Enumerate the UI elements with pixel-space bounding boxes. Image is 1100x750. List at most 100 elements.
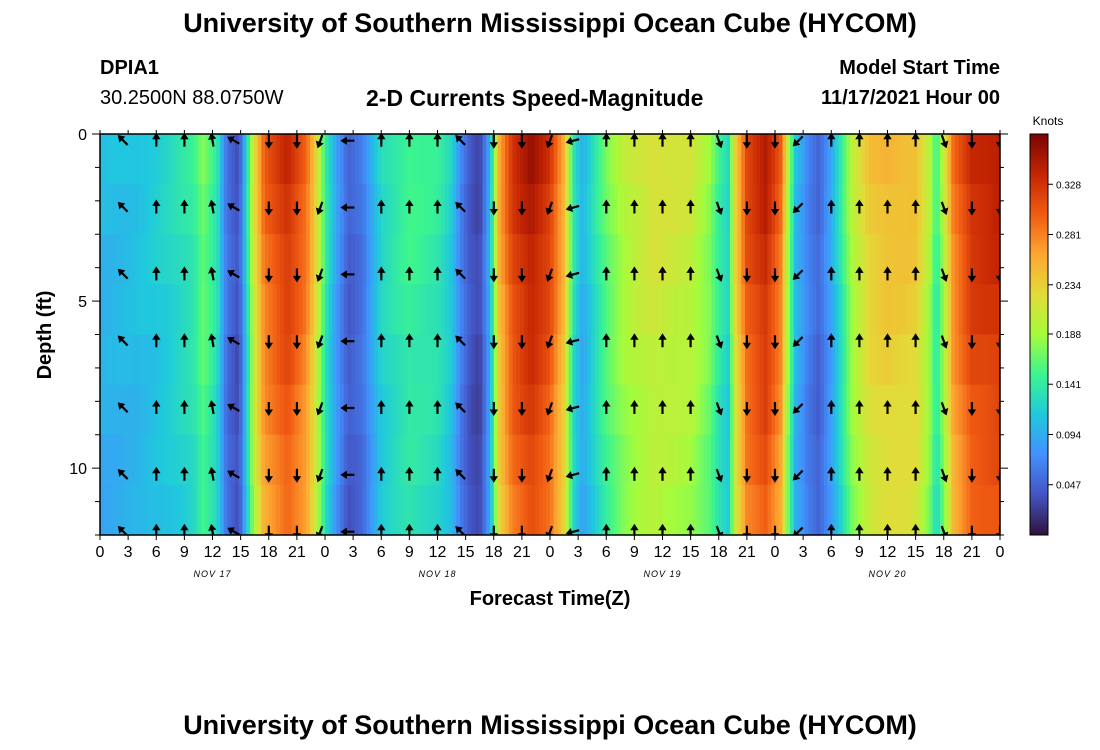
- current-arrow: [686, 400, 695, 414]
- heatmap-cell: [737, 484, 742, 535]
- current-arrow: [264, 201, 273, 216]
- heatmap-cell: [460, 284, 465, 336]
- heatmap-cell: [846, 484, 851, 535]
- current-arrow: [117, 402, 129, 414]
- heatmap-cell: [130, 384, 135, 436]
- heatmap-cell: [456, 284, 461, 336]
- heatmap-cell: [313, 134, 319, 185]
- heatmap-cell: [392, 384, 397, 436]
- heatmap-cell: [433, 334, 439, 386]
- heatmap-cell: [636, 184, 641, 235]
- heatmap-cell: [182, 434, 187, 486]
- heatmap-cell: [272, 184, 277, 235]
- heatmap-cell: [448, 334, 454, 386]
- heatmap-cell: [148, 484, 154, 535]
- heatmap-cell: [951, 484, 956, 535]
- heatmap-cell: [846, 384, 851, 436]
- heatmap-cell: [752, 434, 757, 486]
- current-arrow: [792, 269, 804, 281]
- heatmap-cell: [775, 284, 780, 336]
- heatmap-cell: [700, 334, 705, 386]
- heatmap-cell: [325, 434, 330, 486]
- heatmap-cell: [666, 334, 671, 386]
- heatmap-cell: [936, 384, 941, 436]
- heatmap-cell: [152, 434, 157, 486]
- heatmap-cell: [610, 184, 615, 235]
- heatmap-cell: [362, 334, 367, 386]
- heatmap-cell: [298, 384, 304, 436]
- heatmap-cell: [426, 134, 431, 185]
- heatmap-cell: [861, 134, 866, 185]
- heatmap-cell: [310, 384, 315, 436]
- heatmap-cell: [613, 234, 619, 285]
- current-arrow: [405, 134, 414, 147]
- heatmap-cell: [332, 184, 337, 235]
- heatmap-cell: [193, 134, 199, 185]
- heatmap-cell: [880, 284, 885, 336]
- heatmap-cell: [475, 334, 480, 386]
- heatmap-cell: [137, 384, 142, 436]
- heatmap-cell: [553, 434, 559, 486]
- heatmap-cell: [471, 384, 476, 436]
- current-arrow: [152, 523, 161, 535]
- heatmap-cell: [291, 434, 296, 486]
- current-arrow: [911, 466, 920, 481]
- heatmap-cell: [452, 184, 457, 235]
- heatmap-cell: [733, 384, 739, 436]
- current-arrow: [940, 335, 949, 349]
- heatmap-cell: [748, 284, 754, 336]
- heatmap-cell: [868, 334, 874, 386]
- heatmap-cell: [565, 284, 570, 336]
- heatmap-cell: [760, 184, 765, 235]
- heatmap-cell: [797, 434, 802, 486]
- heatmap-cell: [370, 484, 375, 535]
- heatmap-cell: [328, 434, 334, 486]
- heatmap-cell: [580, 334, 585, 386]
- heatmap-cell: [925, 184, 930, 235]
- heatmap-cell: [268, 484, 274, 535]
- heatmap-cell: [793, 234, 799, 285]
- heatmap-cell: [763, 134, 769, 185]
- heatmap-cell: [715, 384, 720, 436]
- heatmap-cell: [508, 334, 514, 386]
- heatmap-cell: [276, 284, 281, 336]
- heatmap-cell: [553, 384, 559, 436]
- heatmap-cell: [988, 434, 994, 486]
- heatmap-cell: [722, 134, 727, 185]
- heatmap-cell: [253, 284, 259, 336]
- heatmap-cell: [261, 134, 266, 185]
- heatmap-cell: [756, 234, 761, 285]
- heatmap-cell: [928, 334, 934, 386]
- heatmap-cell: [310, 184, 315, 235]
- current-arrow: [855, 134, 864, 147]
- heatmap-cell: [212, 434, 217, 486]
- heatmap-cell: [722, 484, 727, 535]
- heatmap-cell: [726, 184, 731, 235]
- heatmap-cell: [602, 484, 607, 535]
- heatmap-cell: [332, 434, 337, 486]
- heatmap-cell: [685, 434, 690, 486]
- heatmap-cell: [831, 384, 836, 436]
- heatmap-cell: [493, 484, 499, 535]
- heatmap-cell: [655, 434, 660, 486]
- heatmap-cell: [403, 434, 409, 486]
- heatmap-cell: [985, 334, 990, 386]
- heatmap-cell: [595, 484, 600, 535]
- heatmap-cell: [407, 484, 412, 535]
- heatmap-cell: [992, 484, 997, 535]
- colorbar-tick-label: 0.281: [1056, 231, 1081, 242]
- heatmap-cell: [115, 184, 120, 235]
- heatmap-cell: [778, 384, 784, 436]
- heatmap-cell: [793, 284, 799, 336]
- heatmap-cell: [763, 384, 769, 436]
- heatmap-cell: [666, 384, 671, 436]
- heatmap-cell: [576, 134, 581, 185]
- heatmap-cell: [370, 334, 375, 386]
- heatmap-cell: [572, 134, 577, 185]
- heatmap-cell: [238, 234, 244, 285]
- heatmap-cell: [718, 484, 724, 535]
- heatmap-cell: [238, 134, 244, 185]
- heatmap-cell: [366, 234, 371, 285]
- heatmap-cell: [482, 434, 487, 486]
- heatmap-cell: [418, 234, 424, 285]
